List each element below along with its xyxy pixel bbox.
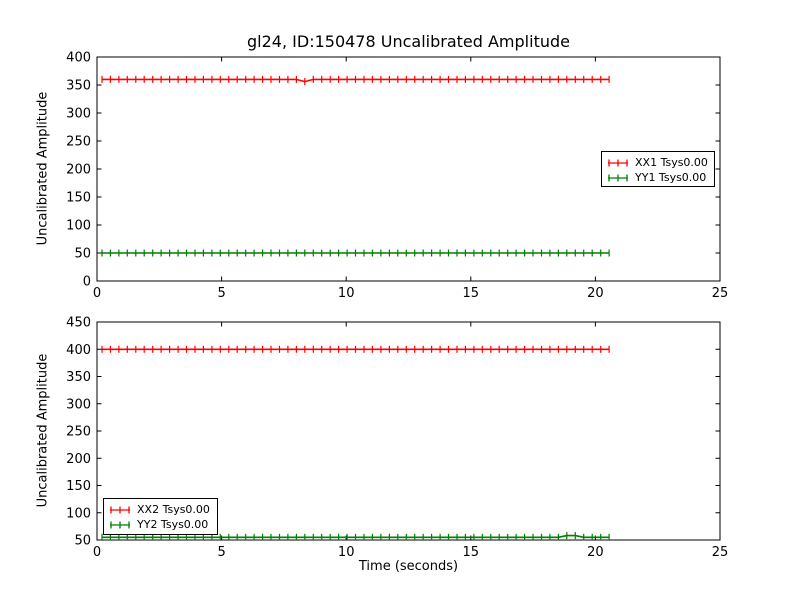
y-tick-label: 250 (66, 425, 91, 440)
legend-label: XX1 Tsys0.00 (635, 156, 708, 169)
data-series (101, 75, 610, 86)
errorbar-marker-icon (608, 159, 628, 166)
x-tick-label: 10 (338, 545, 355, 560)
y-tick-label: 400 (66, 51, 91, 66)
legend-label: YY2 Tsys0.00 (137, 518, 209, 531)
x-tick-label: 20 (587, 286, 604, 301)
y-tick-label: 450 (66, 316, 91, 331)
y-tick-label: 200 (66, 452, 91, 467)
x-axis-label: Time (seconds) (358, 559, 459, 574)
y-tick-label: 350 (66, 79, 91, 94)
legend-label: XX2 Tsys0.00 (137, 503, 210, 516)
y-tick-label: 100 (66, 506, 91, 521)
y-tick-label: 150 (66, 479, 91, 494)
y-tick-label: 400 (66, 343, 91, 358)
y-tick-label: 200 (66, 163, 91, 178)
data-series (101, 345, 610, 353)
x-tick-label: 0 (93, 545, 101, 560)
data-series (101, 532, 610, 540)
legend-item: XX2 Tsys0.00 (109, 502, 211, 517)
x-tick-label: 15 (463, 545, 480, 560)
y-tick-label: 300 (66, 397, 91, 412)
chart-title: gl24, ID:150478 Uncalibrated Amplitude (247, 32, 570, 51)
x-tick-label: 10 (338, 286, 355, 301)
y-tick-label: 350 (66, 370, 91, 385)
legend-item: XX1 Tsys0.00 (607, 155, 708, 170)
y-tick-label: 50 (74, 247, 91, 262)
legend-bottom: XX2 Tsys0.00 YY2 Tsys0.00 (103, 498, 218, 535)
x-tick-label: 0 (93, 286, 101, 301)
y-tick-label: 0 (83, 275, 91, 290)
y-axis-label-bottom: Uncalibrated Amplitude (35, 353, 51, 508)
y-tick-label: 150 (66, 191, 91, 206)
legend-label: YY1 Tsys0.00 (635, 171, 707, 184)
y-tick-label: 100 (66, 219, 91, 234)
errorbar-marker-icon (110, 521, 130, 528)
legend-top: XX1 Tsys0.00 YY1 Tsys0.00 (601, 151, 715, 187)
y-tick-label: 50 (74, 534, 91, 549)
y-axis-label-top: Uncalibrated Amplitude (35, 91, 51, 246)
errorbar-marker-icon (110, 506, 130, 513)
data-series (101, 249, 610, 257)
y-tick-label: 300 (66, 107, 91, 122)
x-tick-label: 15 (463, 286, 480, 301)
legend-item: YY2 Tsys0.00 (109, 517, 211, 532)
x-tick-label: 5 (217, 545, 225, 560)
x-tick-label: 20 (587, 545, 604, 560)
x-tick-label: 25 (712, 286, 729, 301)
y-tick-label: 250 (66, 135, 91, 150)
errorbar-marker-icon (608, 174, 628, 181)
x-tick-label: 25 (712, 545, 729, 560)
x-tick-label: 5 (217, 286, 225, 301)
legend-item: YY1 Tsys0.00 (607, 170, 708, 185)
